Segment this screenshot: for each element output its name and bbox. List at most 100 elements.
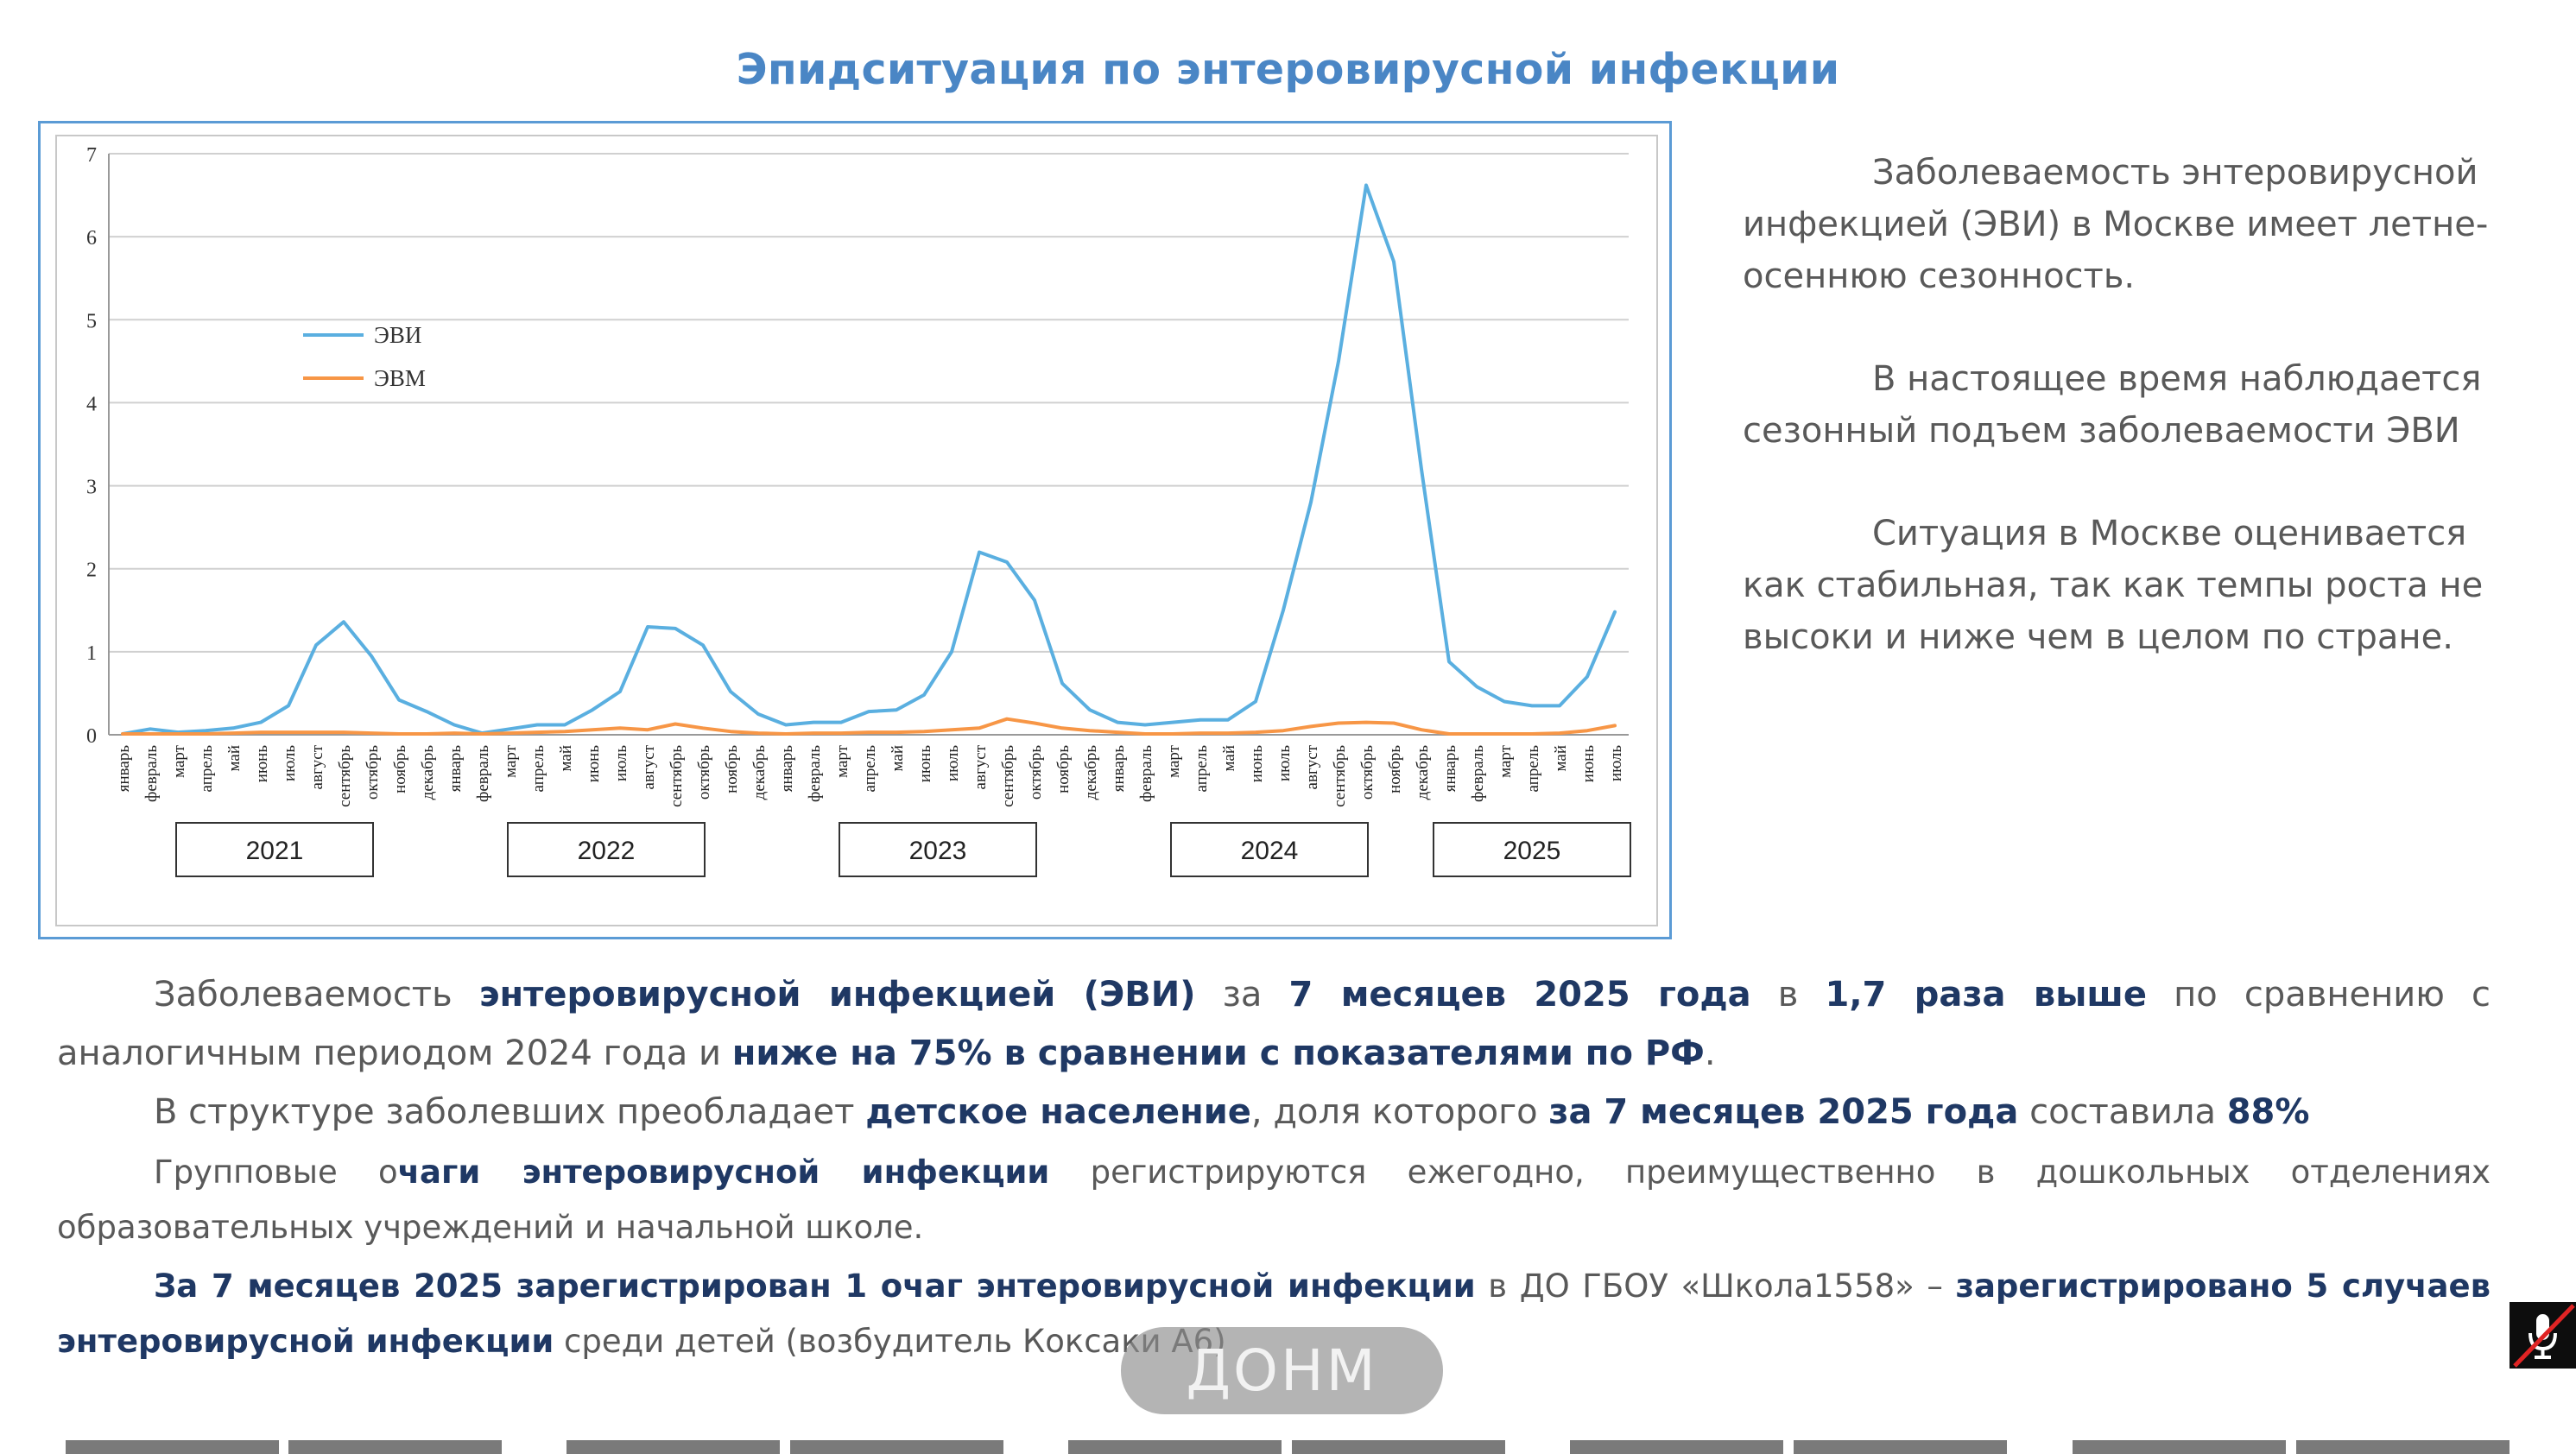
- data-point-ЭВМ: [121, 732, 124, 736]
- data-point-ЭВИ: [370, 654, 373, 658]
- y-tick-label: 1: [86, 642, 97, 665]
- data-point-ЭВИ: [1254, 700, 1257, 704]
- text-run-bold: зарегистрировано 5 случаев энтеровирусно…: [57, 1268, 2491, 1360]
- data-point-ЭВИ: [1033, 598, 1036, 602]
- thumbnail-bar[interactable]: [566, 1440, 780, 1454]
- data-point-ЭВМ: [1282, 729, 1285, 732]
- x-tick-label: январь: [446, 745, 465, 793]
- year-group-box: [1433, 822, 1631, 877]
- data-point-ЭВМ: [287, 730, 290, 734]
- x-tick-label: июнь: [1579, 745, 1598, 783]
- thumbnail-bar[interactable]: [2296, 1440, 2510, 1454]
- data-point-ЭВМ: [950, 728, 953, 731]
- text-run: , доля которого: [1250, 1092, 1549, 1132]
- chart-plot-panel: 0 1 2 3 4 5 6 7 январь февраль март апрель май июнь ию…: [55, 135, 1658, 926]
- data-point-ЭВИ: [1420, 467, 1423, 471]
- thumbnail-bar[interactable]: [1570, 1440, 1783, 1454]
- text-run-bold: чаги энтеровирусной инфекции: [397, 1154, 1050, 1191]
- data-point-ЭВМ: [756, 731, 760, 735]
- data-point-ЭВИ: [342, 620, 345, 623]
- data-point-ЭВМ: [176, 732, 180, 736]
- x-tick-label: июнь: [916, 745, 934, 783]
- text-run-bold: 7 месяцев 2025 года: [1288, 975, 1751, 1015]
- x-tick-label: март: [502, 744, 520, 778]
- data-point-ЭВИ: [231, 726, 235, 730]
- data-point-ЭВМ: [839, 731, 843, 735]
- data-point-ЭВИ: [701, 643, 705, 647]
- thumbnail-bar[interactable]: [1068, 1440, 1282, 1454]
- y-tick-label: 6: [86, 227, 97, 250]
- text-run-bold: ниже на 75% в сравнении с показателями п…: [731, 1034, 1705, 1073]
- data-point-ЭВМ: [591, 728, 594, 731]
- thumbnail-bar[interactable]: [2073, 1440, 2286, 1454]
- x-tick-label: ноябрь: [1054, 745, 1073, 793]
- x-tick-label: февраль: [1469, 745, 1487, 802]
- data-point-ЭВИ: [1585, 675, 1589, 679]
- data-point-ЭВМ: [342, 730, 345, 734]
- data-point-ЭВМ: [1585, 729, 1589, 732]
- data-point-ЭВИ: [1060, 681, 1064, 685]
- data-point-ЭВМ: [674, 723, 677, 726]
- x-tick-label: ноябрь: [723, 745, 741, 793]
- text-run-bold: энтеровирусной инфекцией (ЭВИ): [478, 975, 1196, 1015]
- data-point-ЭВИ: [1392, 260, 1396, 263]
- data-point-ЭВИ: [1503, 700, 1506, 704]
- x-tick-label: август: [640, 744, 658, 789]
- data-point-ЭВИ: [1282, 609, 1285, 612]
- summary-paragraph-3: Групповые очаги энтеровирусной инфекции …: [57, 1145, 2491, 1255]
- x-tick-label: август: [972, 744, 990, 789]
- x-tick-label: июль: [1275, 745, 1294, 781]
- x-tick-label: май: [557, 745, 575, 772]
- data-point-ЭВМ: [1613, 724, 1617, 727]
- x-tick-label: октябрь: [695, 745, 713, 800]
- thumbnail-bar[interactable]: [790, 1440, 1003, 1454]
- x-tick-label: январь: [115, 745, 133, 793]
- year-group-box: [507, 822, 706, 877]
- x-tick-label: июль: [1607, 745, 1625, 781]
- x-tick-label: июнь: [1248, 745, 1266, 783]
- muted-microphone-button[interactable]: [2510, 1302, 2576, 1369]
- text-run: Заболеваемость: [154, 975, 479, 1015]
- data-point-ЭВМ: [1005, 718, 1009, 721]
- y-tick-label: 2: [86, 559, 97, 582]
- text-run: составила: [2018, 1092, 2227, 1132]
- thumbnail-bar[interactable]: [1794, 1440, 2007, 1454]
- side-paragraph-1: Заболеваемость энтеровирусной инфекцией …: [1743, 153, 2489, 296]
- thumbnail-bar[interactable]: [288, 1440, 502, 1454]
- data-point-ЭВМ: [1254, 730, 1257, 734]
- data-point-ЭВИ: [784, 723, 788, 726]
- x-tick-label: июль: [612, 745, 630, 781]
- data-point-ЭВМ: [563, 730, 566, 733]
- chart-frame: 0 1 2 3 4 5 6 7 январь февраль март апрель май июнь ию…: [38, 121, 1672, 939]
- x-tick-label: апрель: [1193, 745, 1211, 793]
- donm-watermark: ДОНМ: [1121, 1327, 1443, 1414]
- text-run-bold: 1,7 раза выше: [1825, 975, 2147, 1015]
- x-tick-label: январь: [778, 745, 796, 793]
- data-point-ЭВМ: [895, 730, 898, 734]
- year-group-label: 2022: [578, 837, 636, 865]
- text-run: Групповые о: [154, 1154, 398, 1191]
- thumbnail-bar[interactable]: [1292, 1440, 1505, 1454]
- y-tick-label: 3: [86, 477, 97, 499]
- year-group-label: 2024: [1241, 837, 1299, 865]
- data-point-ЭВИ: [397, 699, 401, 702]
- data-point-ЭВМ: [480, 732, 484, 736]
- summary-paragraph-4: За 7 месяцев 2025 зарегистрирован 1 очаг…: [57, 1259, 2491, 1369]
- data-point-ЭВМ: [1199, 731, 1202, 735]
- data-point-ЭВМ: [397, 732, 401, 736]
- data-point-ЭВМ: [1143, 732, 1147, 736]
- x-tick-label: май: [889, 745, 907, 772]
- data-point-ЭВМ: [1309, 724, 1313, 728]
- data-point-ЭВИ: [1530, 704, 1534, 707]
- data-point-ЭВИ: [646, 625, 649, 629]
- thumbnail-bar[interactable]: [66, 1440, 279, 1454]
- data-point-ЭВИ: [1613, 610, 1617, 614]
- data-point-ЭВИ: [1309, 501, 1313, 504]
- text-run-bold: за 7 месяцев 2025 года: [1548, 1092, 2019, 1132]
- text-run: В структуре заболевших преобладает: [154, 1092, 866, 1132]
- data-point-ЭВИ: [812, 721, 815, 724]
- x-tick-label: июль: [944, 745, 962, 781]
- data-point-ЭВМ: [1447, 732, 1451, 736]
- data-point-ЭВИ: [287, 704, 290, 707]
- data-point-ЭВИ: [1337, 359, 1340, 363]
